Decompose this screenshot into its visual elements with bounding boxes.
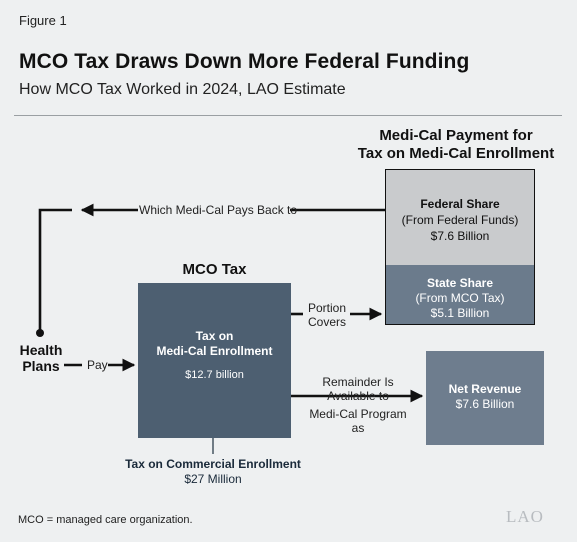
federal-share-title: Federal Share	[420, 197, 500, 211]
federal-share-amount: $7.6 Billion	[430, 229, 490, 243]
mco-medi-cal-text: Tax on Medi-Cal Enrollment $12.7 billion	[138, 329, 291, 383]
mco-medi-cal-line2: Medi-Cal Enrollment	[156, 344, 273, 358]
commercial-tax-label: Tax on Commercial Enrollment $27 Million	[98, 457, 328, 487]
federal-share-source: (From Federal Funds)	[401, 213, 519, 227]
pays-back-label: Which Medi-Cal Pays Back to	[139, 203, 298, 217]
remainder-label-line1: Remainder Is	[322, 375, 394, 389]
page-title: MCO Tax Draws Down More Federal Funding	[19, 50, 470, 73]
remainder-label-line2: Available to	[327, 389, 389, 403]
state-share-amount: $5.1 Billion	[430, 306, 490, 320]
remainder-label-line3: Medi-Cal Program as	[309, 407, 407, 435]
health-plans-label: Health Plans	[17, 342, 65, 374]
health-plans-line1: Health	[19, 342, 63, 358]
net-revenue-text: Net Revenue $7.6 Billion	[426, 382, 544, 412]
footnote: MCO = managed care organization.	[18, 514, 193, 526]
title-divider	[14, 115, 562, 116]
payment-heading-line1: Medi-Cal Payment for	[379, 127, 533, 144]
payment-heading: Medi-Cal Payment for Tax on Medi-Cal Enr…	[348, 127, 564, 163]
state-share-text: State Share (From MCO Tax) $5.1 Billion	[386, 276, 534, 321]
health-plans-dot	[36, 329, 44, 337]
lao-logo-text: LAO	[506, 507, 544, 526]
state-share-box: State Share (From MCO Tax) $5.1 Billion	[385, 265, 535, 325]
mco-tax-box: Tax on Medi-Cal Enrollment $12.7 billion	[138, 283, 291, 438]
mco-medi-cal-amount: $12.7 billion	[185, 369, 244, 381]
portion-label-line1: Portion	[307, 301, 347, 315]
lao-logo: LAO	[506, 507, 544, 527]
page-subtitle: How MCO Tax Worked in 2024, LAO Estimate	[19, 81, 346, 98]
commercial-tax-amount: $27 Million	[184, 472, 242, 486]
figure-label: Figure 1	[19, 13, 67, 28]
payment-heading-line2: Tax on Medi-Cal Enrollment	[357, 145, 555, 162]
pay-label: Pay	[87, 358, 108, 372]
health-plans-line2: Plans	[22, 358, 60, 374]
federal-share-box: Federal Share (From Federal Funds) $7.6 …	[385, 169, 535, 266]
portion-label-line2: Covers	[307, 315, 346, 329]
mco-medi-cal-line1: Tax on	[195, 329, 234, 343]
commercial-tax-title: Tax on Commercial Enrollment	[125, 457, 301, 471]
net-revenue-box: Net Revenue $7.6 Billion	[426, 351, 544, 445]
net-revenue-amount: $7.6 Billion	[455, 397, 515, 411]
portion-covers-label: Portion Covers	[306, 301, 348, 329]
federal-share-text: Federal Share (From Federal Funds) $7.6 …	[386, 196, 534, 244]
remainder-label: Remainder Is Available to Medi-Cal Progr…	[302, 375, 414, 435]
net-revenue-title: Net Revenue	[448, 382, 522, 396]
pays-back-line-to-plans	[38, 208, 72, 333]
state-share-source: (From MCO Tax)	[415, 291, 505, 305]
state-share-title: State Share	[426, 276, 494, 290]
mco-tax-heading: MCO Tax	[182, 261, 247, 278]
